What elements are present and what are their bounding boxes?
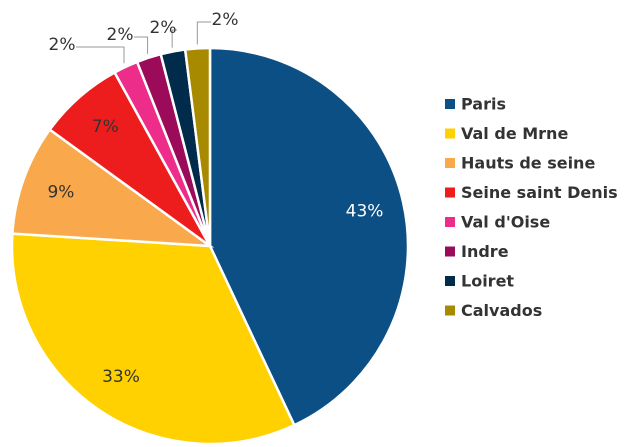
data-label: 9%	[47, 182, 74, 202]
legend-swatch	[445, 187, 455, 198]
legend-swatch	[445, 305, 455, 316]
legend-label: Seine saint Denis	[461, 183, 618, 202]
data-label: 2%	[212, 10, 239, 30]
leader-line	[134, 36, 149, 54]
data-label: 2%	[150, 18, 177, 38]
pie-slice	[10, 232, 296, 446]
legend-swatch	[445, 128, 455, 139]
legend-swatch	[445, 99, 455, 109]
data-label: 2%	[107, 25, 134, 45]
legend-swatch	[445, 158, 455, 168]
data-label: 2%	[49, 35, 76, 55]
data-label: 7%	[92, 117, 119, 137]
pie-slice	[183, 46, 212, 247]
leader-line	[171, 29, 177, 48]
leader-line	[76, 46, 125, 64]
pie-slice	[11, 127, 215, 248]
legend-swatch	[445, 246, 455, 257]
legend-label: Calvados	[461, 301, 542, 320]
legend-label: Val de Mrne	[461, 124, 568, 143]
legend-swatch	[445, 217, 455, 227]
data-label: 43%	[346, 201, 384, 221]
legend-label: Indre	[461, 242, 509, 261]
legend-label: Hauts de seine	[461, 154, 595, 173]
legend-label: Loiret	[461, 272, 514, 291]
legend-swatch	[445, 276, 455, 286]
legend-label: Val d'Oise	[461, 213, 550, 232]
legend-label: Paris	[461, 95, 506, 114]
pie-slice	[208, 46, 410, 427]
data-label: 33%	[102, 367, 140, 387]
leader-line	[196, 21, 211, 45]
